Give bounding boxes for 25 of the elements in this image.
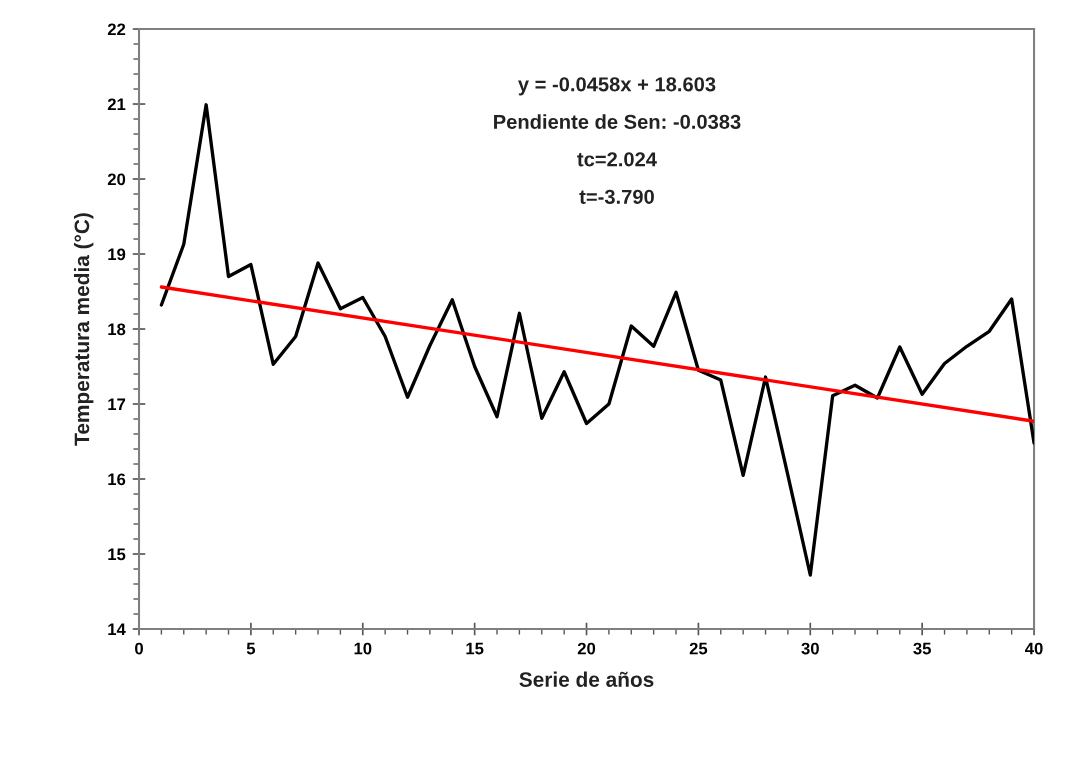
y-tick-label: 17 [108,398,126,411]
annotation: Pendiente de Sen: -0.0383 [494,114,741,129]
x-tick-label: 35 [913,642,931,655]
annotation: t=-3.790 [579,189,654,204]
y-axis-title: Temperatura media (°C) [73,213,94,446]
y-tick-label: 18 [108,323,126,336]
y-tick-label: 20 [107,173,126,186]
y-tick-label: 15 [108,548,126,561]
x-tick-label: 40 [1025,642,1043,655]
x-tick-label: 15 [466,642,484,655]
x-axis-title: Serie de años [519,671,654,687]
annotation: tc=2.024 [577,152,657,167]
annotation: y = -0.0458x + 18.603 [518,77,716,96]
y-tick-label: 21 [107,98,126,111]
y-tick-label: 16 [108,473,126,486]
y-tick-label: 14 [108,623,126,636]
x-tick-label: 0 [135,642,143,655]
x-tick-label: 30 [801,642,819,655]
y-tick-label: 19 [108,248,126,261]
line-series [159,103,1035,577]
x-tick-label: 25 [689,642,708,655]
x-tick-label: 20 [577,642,596,655]
x-tick-label: 5 [246,642,256,655]
x-tick-label: 10 [354,642,372,655]
y-tick-label: 22 [107,23,126,36]
